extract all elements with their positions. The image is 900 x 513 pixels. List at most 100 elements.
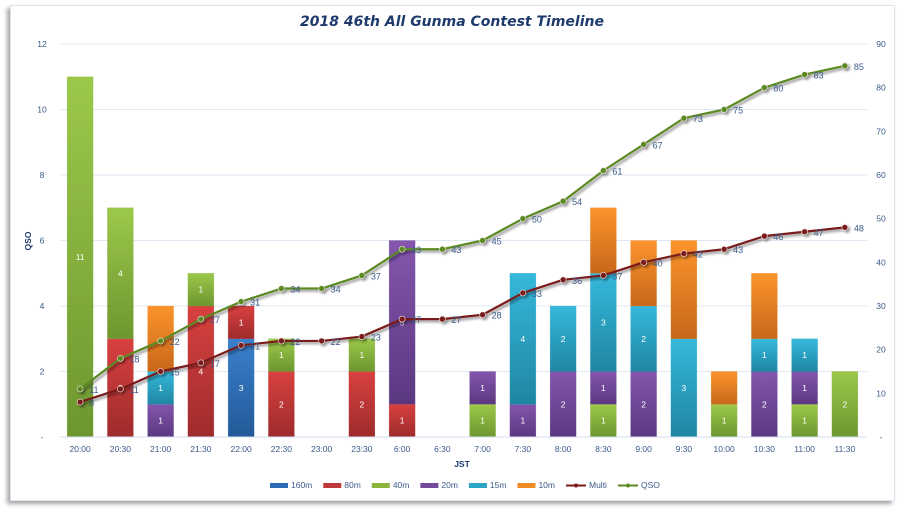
bar-segment-80m xyxy=(227,305,255,339)
line-point xyxy=(76,385,84,393)
point-label: 73 xyxy=(693,114,703,124)
x-axis-title: JST xyxy=(454,459,470,469)
line-point xyxy=(640,141,647,148)
x-tick-label: 22:00 xyxy=(230,444,252,454)
line-point xyxy=(559,276,567,284)
line-point xyxy=(76,398,84,406)
x-tick-label: 20:00 xyxy=(69,444,91,454)
legend-item-qso: QSO xyxy=(617,480,660,490)
bar-label: 1 xyxy=(601,383,606,393)
line-point xyxy=(600,167,607,174)
x-tick-label: 10:30 xyxy=(754,444,776,454)
legend-label: 10m xyxy=(538,480,555,490)
bar-segment-15m xyxy=(549,305,577,372)
bar-segment-10m xyxy=(751,273,778,339)
line-point xyxy=(237,298,245,305)
bar-segment-15m xyxy=(630,305,657,372)
bar-label: 2 xyxy=(561,399,566,409)
x-tick-label: 23:00 xyxy=(311,444,333,454)
point-label: 23 xyxy=(371,333,381,343)
line-point xyxy=(157,368,164,375)
line-point xyxy=(398,315,406,323)
point-label: 45 xyxy=(492,237,502,247)
line-point xyxy=(680,114,688,122)
x-tick-label: 9:00 xyxy=(635,444,652,454)
line-point xyxy=(720,245,728,253)
point-label: 36 xyxy=(572,276,582,286)
bar-segment-40m xyxy=(791,404,818,438)
line-point xyxy=(358,272,366,279)
line-point xyxy=(720,106,728,113)
line-point xyxy=(318,337,325,345)
bar-label: 4 xyxy=(199,367,204,377)
bar-segment-15m xyxy=(791,338,818,372)
bar-segment-15m xyxy=(147,371,174,405)
legend-swatch xyxy=(371,483,390,488)
legend-label: 40m xyxy=(393,480,410,490)
legend-item-40m: 40m xyxy=(371,480,410,490)
line-point xyxy=(519,215,527,222)
y2-tick-label: 60 xyxy=(876,170,886,180)
gridlines xyxy=(60,43,867,438)
legend-label: QSO xyxy=(641,480,660,490)
y-axis-left: - 2 4 6 8 10 12 xyxy=(37,39,47,442)
point-label: 37 xyxy=(612,271,622,281)
bar-label: 1 xyxy=(480,416,485,426)
point-label: 22 xyxy=(331,337,341,347)
y-tick-label: 8 xyxy=(40,170,45,180)
bar-segment-40m xyxy=(469,404,496,438)
line-point xyxy=(358,333,366,340)
bar-label: 4 xyxy=(521,334,526,344)
point-label: 22 xyxy=(290,337,300,347)
point-label: 11 xyxy=(89,385,98,395)
bar-segment-15m xyxy=(590,273,617,372)
line-series-multi xyxy=(76,224,849,406)
legend-label: 80m xyxy=(344,480,361,490)
line-point xyxy=(519,289,527,297)
x-tick-label: 23:30 xyxy=(351,444,373,454)
point-label: 43 xyxy=(411,245,421,255)
point-label: 40 xyxy=(653,258,663,268)
chart-title: 2018 46th All Gunma Contest Timeline xyxy=(300,14,604,30)
bar-segment-40m xyxy=(831,371,859,438)
legend-swatch xyxy=(420,483,439,488)
y-tick-label: 4 xyxy=(40,301,45,311)
bar-segment-20m xyxy=(630,371,657,438)
legend-label: 160m xyxy=(291,480,312,490)
point-label: 50 xyxy=(532,215,542,225)
point-label: 18 xyxy=(129,354,139,364)
y2-tick-label: 40 xyxy=(876,257,886,267)
legend-marker xyxy=(625,483,630,488)
bar-segment-20m xyxy=(590,371,617,405)
x-tick-label: 10:00 xyxy=(713,444,735,454)
bar-segment-40m xyxy=(66,76,94,438)
y2-tick-label: 50 xyxy=(876,214,886,224)
point-label: 8 xyxy=(89,398,94,408)
point-label: 80 xyxy=(773,84,783,94)
y-tick-label: 10 xyxy=(37,105,47,115)
legend-swatch xyxy=(468,483,487,488)
bar-label: 2 xyxy=(762,399,767,409)
line-point xyxy=(479,237,486,244)
bars: 11341141312121151114221132231211112 xyxy=(66,76,859,438)
bar-label: 11 xyxy=(76,252,85,262)
legend-item-160m: 160m xyxy=(270,480,312,490)
point-label: 34 xyxy=(331,285,341,295)
y-axis-title: QSO xyxy=(23,231,33,250)
y2-tick-label: 80 xyxy=(876,83,886,93)
point-label: 48 xyxy=(854,223,864,233)
point-label: 47 xyxy=(814,228,824,238)
bar-label: 1 xyxy=(158,416,163,426)
bar-segment-80m xyxy=(268,371,295,438)
line-point xyxy=(761,84,768,91)
bar-label: 1 xyxy=(199,285,204,295)
legend-swatch xyxy=(270,483,288,488)
line-point xyxy=(479,311,486,319)
point-label: 27 xyxy=(411,315,421,325)
bar-segment-20m xyxy=(469,371,496,405)
x-tick-label: 11:00 xyxy=(794,444,815,454)
line-point xyxy=(439,315,446,323)
line-point xyxy=(237,341,245,349)
line-path-multi xyxy=(79,226,845,404)
